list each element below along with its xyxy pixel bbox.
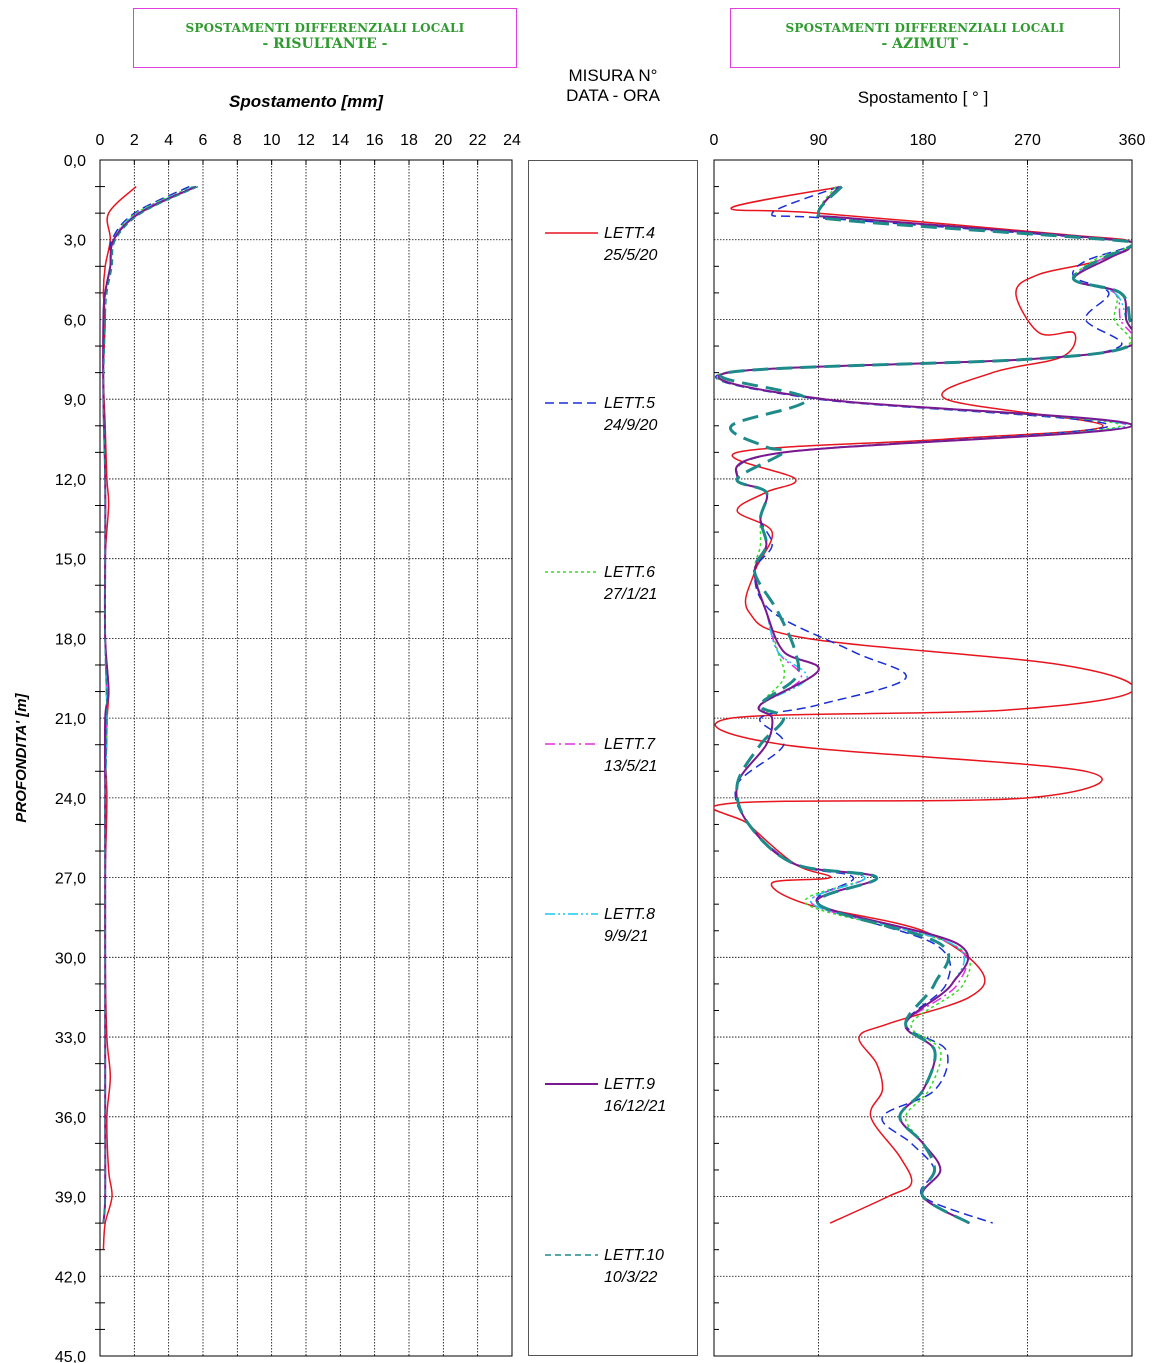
left-series-group (102, 185, 199, 1250)
left-series-lett5 (102, 185, 190, 1224)
left-x-tick-label: 18 (400, 132, 418, 149)
legend: LETT.4 25/5/20 LETT.5 24/9/20 LETT.6 27/1/21 L… (545, 225, 666, 1286)
y-tick-label: 9,0 (64, 392, 86, 409)
legend-date: 16/12/21 (604, 1098, 666, 1115)
legend-label: LETT.4 (604, 225, 655, 242)
legend-box (528, 160, 698, 1356)
right-x-axis-label: Spostamento [ ° ] (857, 88, 989, 107)
left-series-lett9 (102, 185, 197, 1224)
legend-label: LETT.7 (604, 736, 656, 753)
y-tick-label: 15,0 (55, 552, 86, 569)
left-x-tick-label: 14 (331, 132, 349, 149)
y-axis-label: PROFONDITA' [m] (13, 692, 30, 822)
legend-date: 10/3/22 (604, 1269, 657, 1286)
y-tick-label: 18,0 (55, 631, 86, 648)
left-x-tick-label: 4 (164, 132, 173, 149)
y-tick-label: 3,0 (64, 233, 86, 250)
left-series-lett7 (102, 185, 195, 1224)
left-x-tick-label: 6 (199, 132, 208, 149)
y-tick-label: 0,0 (64, 153, 86, 170)
y-tick-label: 30,0 (55, 950, 86, 967)
legend-label: LETT.8 (604, 906, 655, 923)
right-series-lett7 (718, 186, 1132, 1224)
left-x-tick-label: 2 (130, 132, 139, 149)
right-x-tick-label: 90 (810, 132, 828, 149)
right-plot: 0 90 180 270 360 (710, 132, 1146, 1357)
left-series-lett6 (102, 185, 194, 1224)
left-x-tick-label: 12 (297, 132, 315, 149)
left-title-line2: - RISULTANTE - (262, 36, 388, 52)
left-plot: 0 2 4 6 8 10 12 14 16 18 20 22 240,03,06,09,012,015,… (13, 132, 521, 1363)
left-chart-title-box: SPOSTAMENTI DIFFERENZIALI LOCALI - RISUL… (133, 8, 517, 68)
legend-label: LETT.9 (604, 1076, 655, 1093)
legend-date: 13/5/21 (604, 758, 657, 775)
left-title-line1: SPOSTAMENTI DIFFERENZIALI LOCALI (185, 21, 465, 35)
right-x-tick-label: 180 (910, 132, 937, 149)
right-series-lett6 (715, 186, 1132, 1224)
y-tick-label: 12,0 (55, 472, 86, 489)
legend-date: 24/9/20 (603, 417, 657, 434)
left-x-tick-label: 20 (434, 132, 452, 149)
right-title-line2: - AZIMUT - (881, 36, 969, 52)
y-tick-label: 36,0 (55, 1110, 86, 1127)
legend-date: 27/1/21 (603, 586, 657, 603)
left-x-tick-label: 16 (366, 132, 384, 149)
legend-label: LETT.5 (604, 395, 655, 412)
right-x-tick-label: 360 (1119, 132, 1146, 149)
y-tick-label: 39,0 (55, 1190, 86, 1207)
y-tick-label: 33,0 (55, 1030, 86, 1047)
right-chart-title-box: SPOSTAMENTI DIFFERENZIALI LOCALI - AZIMU… (730, 8, 1120, 68)
left-series-lett10 (102, 185, 199, 1224)
legend-header-line1: MISURA N° (568, 66, 658, 85)
left-x-tick-label: 24 (503, 132, 521, 149)
right-x-tick-label: 270 (1014, 132, 1041, 149)
left-x-axis-label: Spostamento [mm] (229, 92, 383, 111)
legend-date: 25/5/20 (603, 247, 657, 264)
y-tick-label: 24,0 (55, 791, 86, 808)
y-tick-label: 27,0 (55, 871, 86, 888)
right-series-lett9 (717, 185, 1132, 1224)
legend-header-line2: DATA - ORA (566, 86, 660, 105)
y-tick-label: 45,0 (55, 1349, 86, 1363)
right-series-lett8 (718, 186, 1132, 1224)
right-series-lett4 (714, 185, 1132, 1224)
left-x-tick-label: 8 (233, 132, 242, 149)
right-series-group (714, 185, 1132, 1225)
legend-label: LETT.10 (604, 1247, 664, 1264)
right-x-tick-label: 0 (710, 132, 719, 149)
right-title-line1: SPOSTAMENTI DIFFERENZIALI LOCALI (785, 21, 1065, 35)
y-tick-label: 21,0 (55, 711, 86, 728)
right-series-lett10 (719, 185, 1132, 1225)
left-x-tick-label: 10 (263, 132, 281, 149)
legend-header: MISURA N° DATA - ORA (528, 66, 698, 106)
left-x-tick-label: 0 (96, 132, 105, 149)
legend-date: 9/9/21 (604, 928, 648, 945)
right-series-lett5 (715, 185, 1132, 1224)
y-tick-label: 42,0 (55, 1269, 86, 1286)
left-x-tick-label: 22 (469, 132, 487, 149)
legend-label: LETT.6 (604, 564, 655, 581)
left-series-lett8 (102, 185, 195, 1224)
y-tick-label: 6,0 (64, 312, 86, 329)
